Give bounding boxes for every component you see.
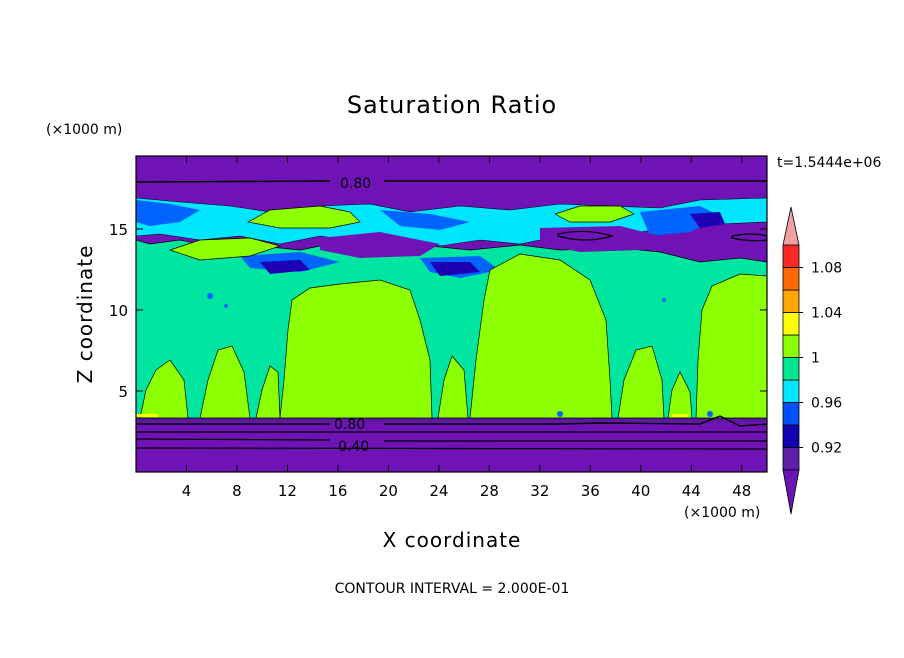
x-tick-label: 16 bbox=[328, 482, 347, 500]
y-axis: 5 10 15 bbox=[109, 221, 767, 401]
cloud-column-1 bbox=[279, 279, 433, 419]
y-tick-label: 15 bbox=[109, 221, 128, 239]
cloud-region-upper-2 bbox=[554, 205, 635, 223]
contour-line-low-1 bbox=[136, 415, 767, 427]
blue-streak-2 bbox=[380, 210, 470, 230]
footer-contour-interval: CONTOUR INTERVAL = 2.000E-01 bbox=[335, 581, 570, 597]
x-tick-label: 36 bbox=[581, 482, 600, 500]
contour-line-top bbox=[136, 180, 767, 183]
colorbar-swatch bbox=[782, 312, 800, 336]
colorbar-swatch bbox=[782, 267, 800, 291]
speck-2 bbox=[224, 304, 228, 308]
speck-7 bbox=[672, 414, 688, 417]
x-tick-label: 32 bbox=[530, 482, 549, 500]
contour-line-low-4 bbox=[136, 447, 767, 450]
x-tick-label: 48 bbox=[732, 482, 751, 500]
cloud-cell-1 bbox=[139, 359, 189, 419]
plot-frame bbox=[135, 155, 768, 473]
x-tick-label: 40 bbox=[631, 482, 650, 500]
cloud-region-upper-1 bbox=[246, 205, 361, 229]
colorbar-swatch bbox=[782, 402, 800, 426]
cloud-column-2 bbox=[469, 253, 613, 419]
cloud-cell-2 bbox=[199, 345, 251, 419]
y-unit-label: (×1000 m) bbox=[46, 122, 122, 138]
colorbar-label: 0.96 bbox=[811, 396, 842, 412]
colorbar-over-arrow bbox=[782, 206, 800, 246]
colorbar: 0.92 0.96 1 1.04 1.08 bbox=[782, 206, 842, 515]
x-tick-label: 44 bbox=[682, 482, 701, 500]
purple-pocket-3 bbox=[720, 226, 767, 250]
cloud-region-upper-3 bbox=[168, 237, 282, 261]
x-axis: 4 8 12 16 20 24 28 32 36 40 44 48 bbox=[182, 156, 751, 500]
colorbar-under-arrow bbox=[782, 469, 800, 515]
colorbar-label: 1.04 bbox=[811, 306, 842, 322]
speck-5 bbox=[707, 411, 713, 417]
y-tick-label: 5 bbox=[118, 383, 128, 401]
contour-label-low: 0.40 bbox=[338, 439, 369, 455]
contour-label-mid: 0.80 bbox=[334, 417, 365, 433]
x-unit-label: (×1000 m) bbox=[684, 505, 760, 521]
darkblue-streak-1 bbox=[260, 260, 310, 274]
boundary-band bbox=[136, 416, 767, 422]
y-tick-label: 10 bbox=[109, 302, 128, 320]
contour-line-ellipse-2 bbox=[731, 233, 767, 242]
colorbar-swatch bbox=[782, 447, 800, 471]
y-axis-title: Z coordinate bbox=[73, 245, 97, 384]
colorbar-swatch bbox=[782, 244, 800, 268]
x-tick-label: 8 bbox=[232, 482, 242, 500]
time-label: t=1.5444e+06 bbox=[777, 155, 881, 171]
colorbar-swatch bbox=[782, 379, 800, 403]
contour-label-top: 0.80 bbox=[340, 176, 371, 192]
contour-line-low-3 bbox=[136, 438, 767, 442]
colorbar-swatch bbox=[782, 424, 800, 448]
x-tick-label: 24 bbox=[429, 482, 448, 500]
cloud-cell-5 bbox=[617, 345, 665, 419]
x-tick-label: 12 bbox=[278, 482, 297, 500]
speck-3 bbox=[662, 298, 666, 302]
colorbar-label: 1.08 bbox=[811, 261, 842, 277]
purple-pocket-1 bbox=[320, 232, 440, 258]
x-tick-label: 4 bbox=[182, 482, 192, 500]
x-tick-label: 20 bbox=[379, 482, 398, 500]
contour-field bbox=[136, 156, 767, 472]
colorbar-label: 1 bbox=[811, 351, 820, 367]
colorbar-swatch bbox=[782, 357, 800, 381]
colorbar-label: 0.92 bbox=[811, 441, 842, 457]
blue-streak-1 bbox=[136, 200, 200, 226]
colorbar-swatch bbox=[782, 289, 800, 313]
cloud-cell-3 bbox=[255, 365, 281, 419]
x-axis-title: X coordinate bbox=[383, 528, 522, 552]
contour-line-ellipse-1 bbox=[557, 230, 615, 241]
speck-6 bbox=[136, 414, 158, 417]
cloud-cell-6 bbox=[667, 371, 693, 419]
speck-4 bbox=[557, 411, 563, 417]
colorbar-swatch bbox=[782, 334, 800, 358]
x-tick-label: 28 bbox=[480, 482, 499, 500]
darkblue-streak-3 bbox=[690, 212, 725, 228]
cloud-column-3 bbox=[695, 273, 767, 419]
darkblue-streak-2 bbox=[430, 262, 480, 276]
cloud-cell-4 bbox=[437, 355, 469, 419]
speck-1 bbox=[207, 293, 213, 299]
chart-title: Saturation Ratio bbox=[347, 91, 557, 119]
